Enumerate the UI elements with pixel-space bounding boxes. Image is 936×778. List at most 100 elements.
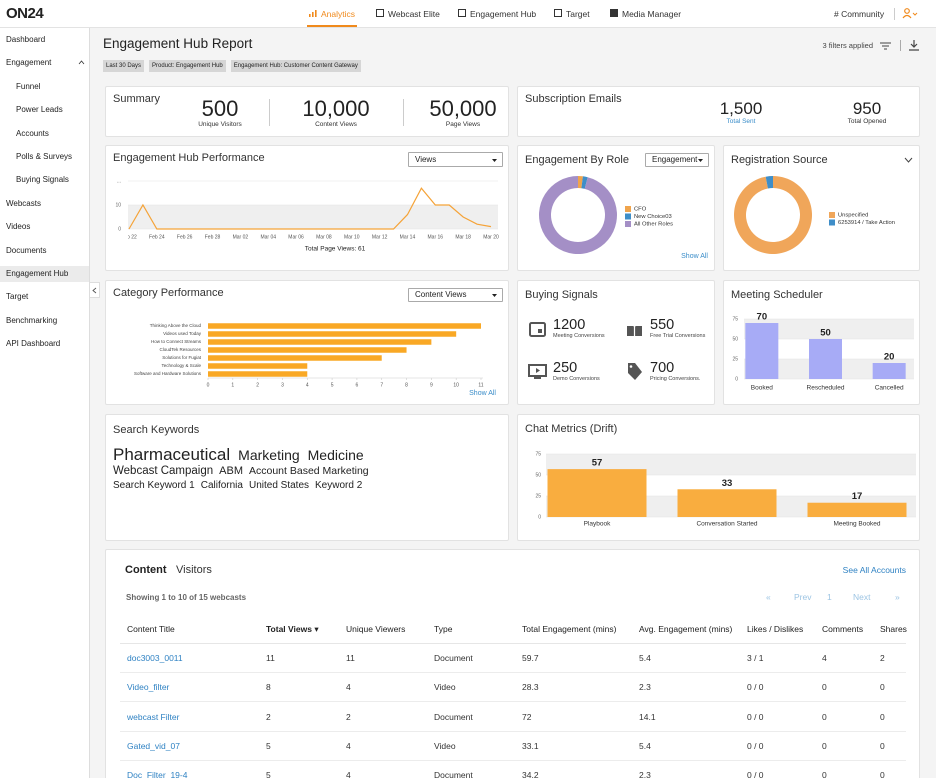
filter-chip[interactable]: Last 30 Days xyxy=(103,60,145,72)
table-cell: 0 xyxy=(880,682,885,693)
sidebar-item[interactable]: Videos xyxy=(6,222,31,232)
card-title: Subscription Emails xyxy=(525,93,622,105)
signal-label: Pricing Conversions. xyxy=(650,376,701,382)
see-all-link[interactable]: See All Accounts xyxy=(842,565,906,575)
tab-icon xyxy=(610,9,618,17)
sidebar-item[interactable]: Engagement xyxy=(6,58,52,68)
sidebar-item[interactable]: Benchmarking xyxy=(6,315,58,325)
table-cell: 4 xyxy=(822,653,827,663)
pagination[interactable]: « xyxy=(766,592,771,602)
column-header[interactable]: Total Engagement (mins) xyxy=(522,624,617,634)
sidebar-item[interactable]: Buying Signals xyxy=(16,175,69,185)
tab-icon xyxy=(309,10,317,17)
card-title: Engagement Hub Performance xyxy=(113,152,265,164)
y-tick-label: 10 xyxy=(115,202,121,208)
table-cell: 72 xyxy=(522,711,532,722)
table-cell: 5 xyxy=(266,740,271,751)
keyword[interactable]: Account Based Marketing xyxy=(249,465,369,477)
nav-divider xyxy=(894,8,895,20)
content-tab[interactable]: Visitors xyxy=(176,564,212,576)
column-header[interactable]: Shares xyxy=(880,624,907,634)
filter-chip[interactable]: Product: Engagement Hub xyxy=(149,60,226,72)
dropdown-caret xyxy=(698,159,703,162)
sidebar-item[interactable]: Accounts xyxy=(16,128,49,138)
sidebar-item[interactable]: Dashboard xyxy=(6,35,46,44)
chart-card: Category Performance 0 1 2 3 4 5 6 7 8 9 10 11 Thinki… xyxy=(105,280,509,405)
sidebar-item[interactable]: Documents xyxy=(6,245,47,255)
sidebar-item[interactable]: Power Leads xyxy=(16,105,63,115)
chart-card: Meeting Scheduler 0 25 50 75 70 Booked 50 Resche… xyxy=(723,280,920,405)
icon-bar xyxy=(315,10,317,17)
icon-box xyxy=(458,9,466,17)
column-header[interactable]: Content Title xyxy=(127,624,175,634)
column-header[interactable]: Unique Viewers xyxy=(346,624,406,634)
keyword[interactable]: Marketing xyxy=(238,447,300,463)
keyword[interactable]: Pharmaceutical xyxy=(113,445,231,464)
bar xyxy=(677,489,777,517)
keyword[interactable]: ABM xyxy=(219,465,243,477)
keyword[interactable]: Webcast Campaign xyxy=(113,465,214,477)
nav-tab[interactable]: Webcast Elite xyxy=(388,9,440,19)
chart-card: Registration Source Unspecified 6253914 / … xyxy=(723,145,920,271)
keyword[interactable]: United States xyxy=(248,480,310,491)
keyword[interactable]: Medicine xyxy=(307,447,364,463)
grid-band xyxy=(128,205,498,229)
header-divider xyxy=(900,40,901,51)
value-label: 70 xyxy=(757,312,768,323)
column-header[interactable]: Type xyxy=(434,624,453,634)
sidebar-toggle[interactable] xyxy=(90,282,100,298)
column-header[interactable]: Comments xyxy=(822,624,864,634)
sidebar-item[interactable]: Webcasts xyxy=(6,198,41,208)
community-link[interactable]: # Community xyxy=(834,9,885,19)
subscription-card: Subscription Emails 1,500 Total Sent 950 Tot… xyxy=(517,86,920,137)
category-label: Videos used Today xyxy=(163,331,202,336)
content-link[interactable]: Gated_vid_07 xyxy=(127,740,180,751)
dropdown[interactable]: Views xyxy=(408,152,503,167)
chart: 0 1 2 3 4 5 6 7 8 9 10 11 Thinking Above the Cloud Vi… xyxy=(134,323,496,397)
content-link[interactable]: Doc_Filter_19-4 xyxy=(127,770,188,778)
line-series xyxy=(128,187,492,230)
nav-tab[interactable]: Engagement Hub xyxy=(470,9,537,19)
dropdown[interactable]: Content Views xyxy=(408,288,503,302)
row-rule xyxy=(120,701,906,703)
column-header[interactable]: Likes / Dislikes xyxy=(747,624,804,634)
x-tick-label: Mar 08 xyxy=(316,234,332,240)
show-all-link[interactable]: Show All xyxy=(469,390,496,397)
table-cell: 34.2 xyxy=(522,770,539,778)
table-cell: 0 / 0 xyxy=(747,682,764,693)
bar xyxy=(872,363,906,379)
content-link[interactable]: webcast Filter xyxy=(127,711,180,722)
content-link[interactable]: Video_filter xyxy=(127,682,170,693)
column-header[interactable]: Avg. Engagement (mins) xyxy=(639,624,733,634)
content-link[interactable]: doc3003_0011 xyxy=(127,653,183,663)
pagination[interactable]: 1 xyxy=(827,592,832,602)
filter-chip[interactable]: Engagement Hub: Customer Content Gateway xyxy=(230,60,361,72)
content-tab-active[interactable]: Content xyxy=(125,564,167,576)
tab-icon xyxy=(554,9,562,17)
nav-tab[interactable]: Analytics xyxy=(321,9,356,19)
pagination[interactable]: » xyxy=(895,592,900,602)
category-label: Thinking Above the Cloud xyxy=(150,323,202,328)
nav-tab[interactable]: Target xyxy=(566,9,590,19)
keyword[interactable]: Keyword 2 xyxy=(315,480,363,491)
sidebar-item[interactable]: Engagement Hub xyxy=(6,269,69,278)
dropdown[interactable]: Engagement xyxy=(645,153,709,167)
keyword[interactable]: California xyxy=(200,480,243,491)
pagination[interactable]: Next xyxy=(853,592,871,602)
caret xyxy=(492,294,497,297)
column-header[interactable]: Total Views ▾ xyxy=(266,624,319,634)
sidebar-item[interactable]: API Dashboard xyxy=(6,339,61,349)
sidebar-item[interactable]: Target xyxy=(6,292,29,302)
keyword[interactable]: Search Keyword 1 xyxy=(113,480,195,491)
stat-value: 950 xyxy=(852,99,882,118)
legend-label: 6253914 / Take Action xyxy=(838,220,895,226)
donut-slice xyxy=(578,176,583,189)
table-cell: 11 xyxy=(266,653,275,663)
pagination[interactable]: Prev xyxy=(794,592,812,602)
nav-tab[interactable]: Media Manager xyxy=(622,9,682,19)
sidebar-item[interactable]: Funnel xyxy=(16,81,41,91)
icon-bar xyxy=(309,14,311,17)
x-tick-label: Mar 04 xyxy=(260,234,276,240)
sidebar-item[interactable]: Polls & Surveys xyxy=(16,152,73,161)
show-all-link[interactable]: Show All xyxy=(681,253,708,260)
